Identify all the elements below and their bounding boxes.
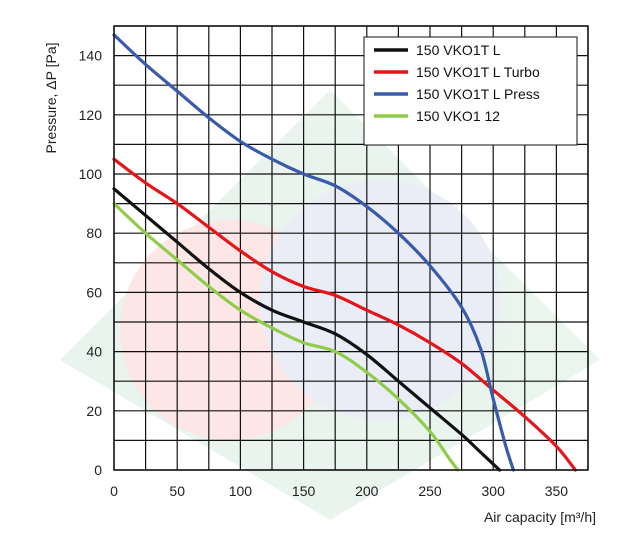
x-tick-label: 350 [545, 483, 569, 499]
x-tick-label: 0 [110, 483, 118, 499]
y-tick-label: 0 [94, 462, 102, 478]
y-tick-label: 60 [86, 284, 102, 300]
x-tick-label: 50 [169, 483, 185, 499]
x-tick-label: 100 [229, 483, 253, 499]
series-line-1 [112, 187, 502, 472]
x-tick-label: 200 [355, 483, 379, 499]
legend-box [363, 36, 578, 146]
y-tick-label: 20 [86, 403, 102, 419]
y-axis-label: Pressure, ΔP [Pa] [43, 42, 59, 153]
legend-label: 150 VKO1T L Press [416, 86, 540, 102]
series-line-3 [112, 33, 516, 472]
y-tick-label: 80 [86, 225, 102, 241]
legend-label: 150 VKO1T L Turbo [416, 64, 540, 80]
legend-label: 150 VKO1 12 [416, 108, 500, 124]
legend: 150 VKO1T L 150 VKO1T L Turbo 150 VKO1T L … [363, 36, 578, 146]
ticks: 0 50 100 150 200 250 300 350 0 20 40 60 80 100 120 140 [79, 48, 569, 499]
x-tick-label: 300 [482, 483, 506, 499]
plot-frame [113, 25, 589, 471]
x-tick-label: 250 [418, 483, 442, 499]
y-tick-label: 140 [79, 48, 103, 64]
y-tick-label: 120 [79, 107, 103, 123]
watermark-logo [60, 90, 600, 520]
series-layer [112, 33, 577, 472]
series-line-2 [112, 157, 577, 472]
legend-label: 150 VKO1T L [416, 42, 501, 58]
x-axis-label: Air capacity [m³/h] [484, 509, 596, 525]
y-tick-label: 100 [79, 166, 103, 182]
x-tick-label: 150 [292, 483, 316, 499]
y-tick-label: 40 [86, 344, 102, 360]
series-line-4 [112, 202, 460, 472]
